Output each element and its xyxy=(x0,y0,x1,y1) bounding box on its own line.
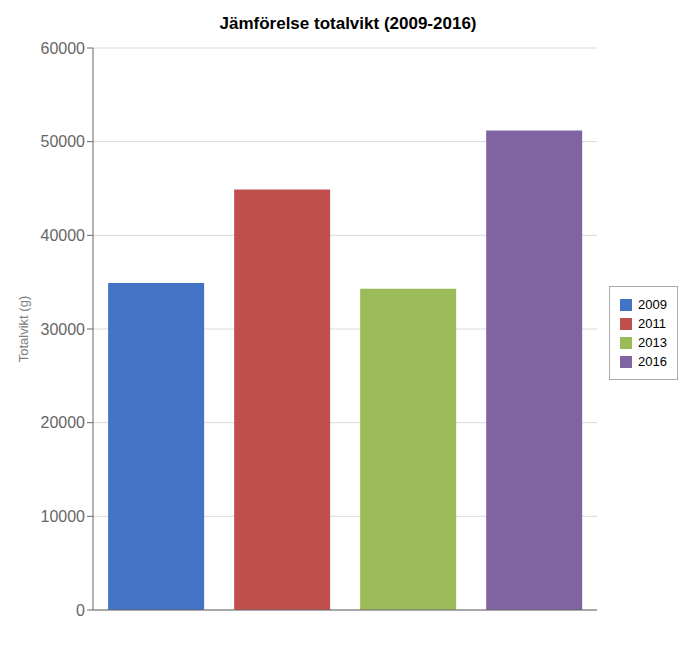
html-text:2011: 2011 xyxy=(638,316,666,331)
svg-text:10000: 10000 xyxy=(41,508,86,525)
svg-text:30000: 30000 xyxy=(41,321,86,338)
svg-text:20000: 20000 xyxy=(41,414,86,431)
html-text:2013: 2013 xyxy=(638,335,667,350)
html-text:2009: 2009 xyxy=(638,297,667,312)
svg-text:60000: 60000 xyxy=(41,40,86,57)
svg-text:50000: 50000 xyxy=(41,133,86,150)
html-text:2016: 2016 xyxy=(638,354,667,369)
svg-text:40000: 40000 xyxy=(41,227,86,244)
svg-text:0: 0 xyxy=(76,602,85,619)
svg-text:Totalvikt (g): Totalvikt (g) xyxy=(16,296,31,362)
html-text:Jämförelse totalvikt (2009-201: Jämförelse totalvikt (2009-2016) xyxy=(219,14,477,33)
